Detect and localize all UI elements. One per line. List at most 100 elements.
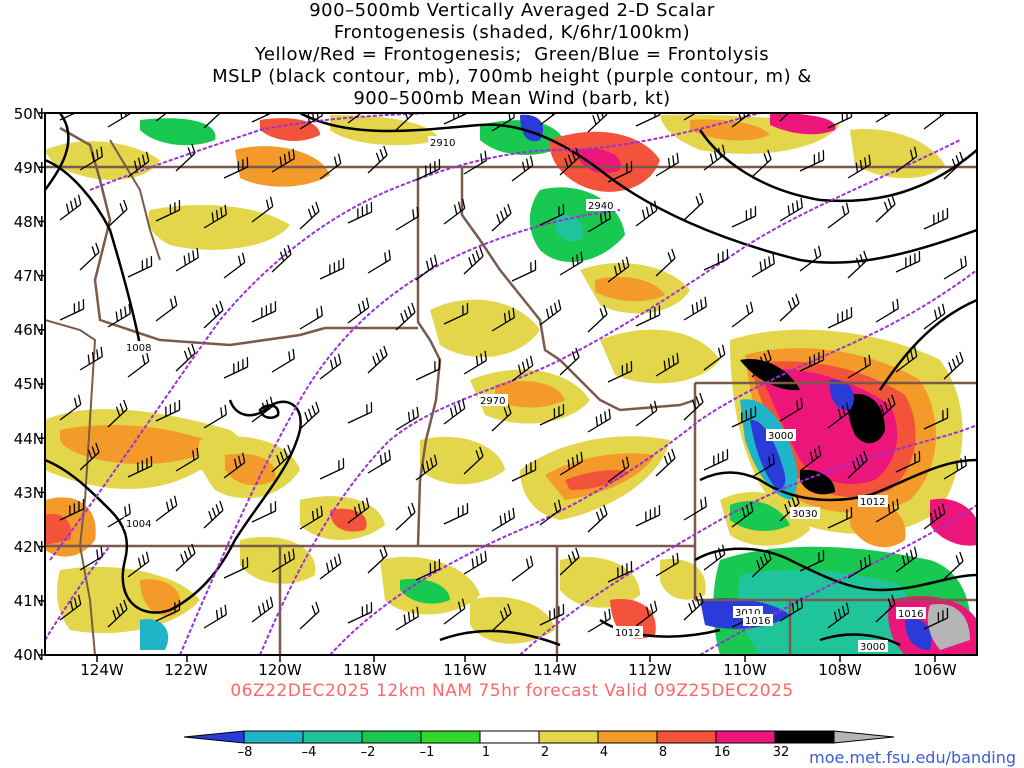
wind-barb — [943, 255, 967, 280]
wind-barb — [395, 606, 419, 631]
wind-barb — [127, 456, 153, 478]
wind-barb — [683, 192, 704, 221]
wind-barb — [271, 548, 295, 573]
wind-barb — [827, 402, 850, 429]
lat-label-44n: 44N — [13, 430, 44, 448]
colorbar-swatch — [420, 730, 481, 744]
credit-link[interactable]: moe.met.fsu.edu/banding — [809, 748, 1016, 767]
wind-barb — [251, 113, 277, 123]
wind-barb — [559, 451, 583, 476]
wind-barb — [635, 600, 658, 627]
title-block: 900–500mb Vertically Averaged 2-D Scalar… — [0, 0, 1024, 110]
wind-barb — [59, 499, 85, 521]
colorbar-label-0: –8 — [237, 745, 253, 760]
lon-label-116w: 116W — [443, 661, 487, 679]
colorbar-swatch — [656, 730, 717, 744]
wind-barb — [847, 450, 868, 479]
wind-barb — [415, 254, 438, 281]
wind-barb — [319, 258, 345, 280]
colorbar-swatch — [538, 730, 599, 744]
wind-barb — [703, 249, 729, 271]
wind-barb — [751, 349, 772, 378]
wind-barb — [203, 204, 227, 229]
wind-barb — [347, 202, 373, 224]
height-contours — [45, 113, 977, 655]
wind-barb — [655, 552, 679, 577]
wind-barb — [299, 305, 323, 330]
wind-barb — [511, 555, 534, 582]
wind-barb — [895, 346, 918, 373]
wind-barb — [847, 250, 868, 279]
colorbar-swatch — [479, 730, 540, 744]
wind-barb — [155, 200, 181, 222]
wind-barb — [923, 608, 949, 630]
wind-barb — [923, 303, 946, 330]
wind-barb — [683, 592, 704, 621]
axis-ticks — [38, 112, 936, 662]
lat-label-48n: 48N — [13, 213, 44, 231]
wind-barb — [59, 299, 85, 321]
wind-barb — [847, 554, 871, 579]
wind-barb — [395, 502, 416, 531]
wind-barb — [923, 408, 949, 430]
colorbar-label-3: –1 — [419, 745, 435, 760]
wind-barb — [367, 249, 391, 274]
wind-barb — [491, 507, 515, 532]
wind-barb — [731, 301, 754, 328]
wind-barb — [607, 456, 630, 483]
lat-label-41n: 41N — [13, 592, 44, 610]
mslp-label-1016-b: 1016 — [898, 609, 923, 620]
lat-label-43n: 43N — [13, 484, 44, 502]
wind-barb — [607, 161, 633, 183]
wind-barb — [299, 505, 323, 530]
wind-barb — [127, 351, 150, 378]
wind-barb — [175, 247, 199, 272]
wind-barb — [607, 361, 633, 383]
height-label-3000-south: 3000 — [860, 642, 885, 653]
wind-barb — [799, 550, 825, 572]
contour-labels: 2910 2940 2970 3000 3030 3000 3010 1008 … — [124, 136, 926, 653]
wind-barb — [299, 401, 320, 430]
wind-barb — [415, 359, 441, 381]
wind-barb — [463, 150, 487, 175]
wind-barb — [779, 597, 803, 622]
wind-barb — [779, 493, 800, 522]
lat-label-45n: 45N — [13, 375, 44, 393]
wind-barb — [79, 346, 103, 371]
mslp-label-1012-south: 1012 — [615, 628, 640, 639]
wind-barb — [347, 297, 370, 324]
colorbar-swatch — [361, 730, 422, 744]
wind-barb — [223, 252, 246, 279]
wind-barb — [463, 446, 484, 475]
wind-barb — [779, 397, 803, 422]
wind-barb — [875, 194, 896, 223]
colorbar-swatch — [243, 730, 304, 744]
lon-label-120w: 120W — [258, 661, 302, 679]
wind-barb — [443, 598, 466, 625]
wind-barb — [895, 451, 921, 473]
title-line-5: 900–500mb Mean Wind (barb, kt) — [353, 88, 671, 109]
wind-barb — [607, 561, 633, 583]
wind-barb — [635, 305, 661, 327]
wind-barb — [251, 501, 277, 523]
wind-barb — [703, 449, 729, 471]
wind-barb — [943, 551, 964, 580]
wind-barb — [107, 113, 131, 128]
wind-barb — [319, 153, 342, 180]
valid-time: 06Z22DEC2025 12km NAM 75hr forecast Vali… — [230, 681, 794, 701]
wind-barb — [299, 601, 320, 630]
colorbar-label-1: –4 — [301, 745, 317, 760]
height-label-2910: 2910 — [430, 138, 455, 149]
lon-label-114w: 114W — [533, 661, 577, 679]
wind-barb — [107, 503, 131, 528]
wind-barb — [655, 152, 679, 177]
wind-barb — [463, 350, 487, 375]
lon-label-124w: 124W — [80, 661, 124, 679]
wind-barb — [107, 399, 128, 428]
wind-barb — [203, 404, 227, 429]
wind-barb — [367, 545, 388, 574]
wind-barb — [875, 594, 896, 623]
wind-barb — [827, 307, 853, 329]
lon-label-106w: 106W — [913, 661, 957, 679]
